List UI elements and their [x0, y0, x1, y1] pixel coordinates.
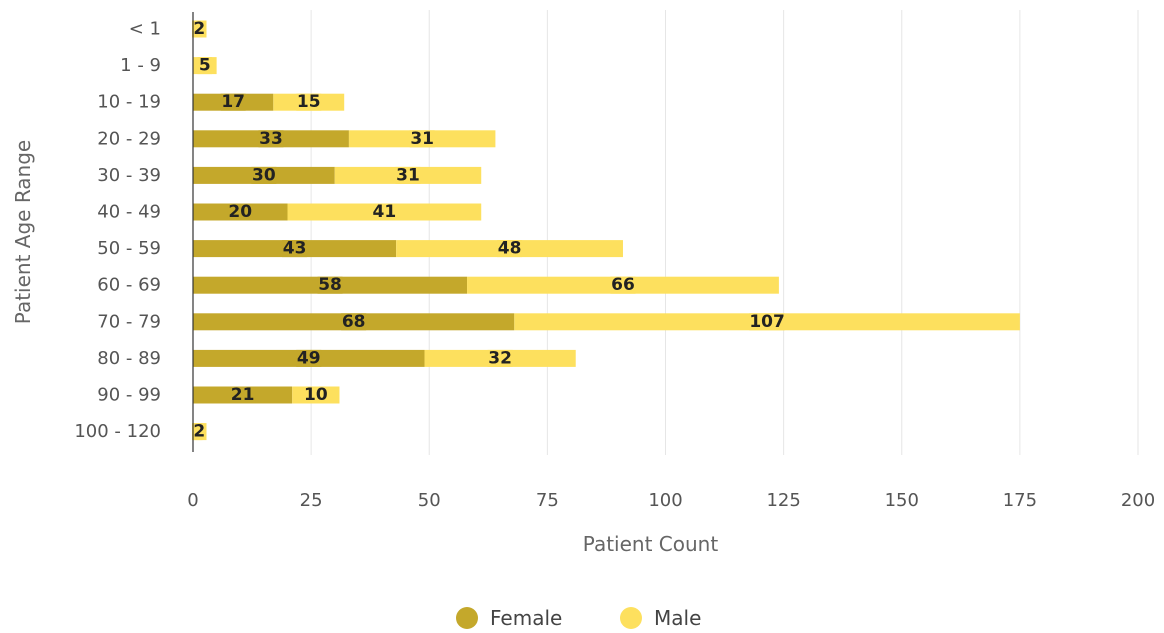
category-label: 40 - 49 [97, 202, 161, 223]
x-tick-label: 75 [536, 490, 559, 511]
data-label: 33 [259, 129, 283, 149]
data-label-bg [197, 57, 213, 75]
category-label: 30 - 39 [97, 165, 161, 186]
data-label: 68 [342, 312, 366, 332]
data-label-bg [395, 166, 421, 184]
data-label: 21 [231, 385, 255, 405]
category-label: 10 - 19 [97, 92, 161, 113]
data-label-bg [371, 203, 397, 221]
data-label: 41 [373, 202, 397, 222]
data-label: 2 [193, 422, 205, 442]
data-label-bg [497, 240, 523, 258]
bars: 2 5 17 15 33 31 30 31 20 41 43 48 58 66 68 107 49 32 21 10 2 [192, 19, 1020, 442]
x-tick-label: 150 [885, 490, 919, 511]
x-tick-label: 175 [1003, 490, 1037, 511]
legend: Female Male [456, 606, 701, 630]
data-label: 58 [318, 275, 342, 295]
category-label: 20 - 29 [97, 128, 161, 149]
data-label: 17 [221, 92, 245, 112]
category-label: < 1 [129, 19, 161, 40]
data-label: 2 [193, 19, 205, 39]
data-label: 49 [297, 348, 321, 368]
data-label: 107 [749, 312, 785, 332]
x-tick-label: 50 [418, 490, 441, 511]
data-label-bg [610, 276, 636, 294]
data-label-bg [230, 386, 256, 404]
data-label-bg [303, 386, 329, 404]
data-label-bg [282, 240, 308, 258]
category-label: 1 - 9 [120, 55, 161, 76]
x-tick-label: 0 [187, 490, 198, 511]
data-label: 10 [304, 385, 328, 405]
legend-marker-male [620, 607, 642, 629]
x-axis-title: Patient Count [583, 532, 719, 556]
data-label: 20 [228, 202, 252, 222]
category-label: 60 - 69 [97, 275, 161, 296]
data-label: 30 [252, 165, 276, 185]
data-label: 15 [297, 92, 321, 112]
data-label-bg [296, 349, 322, 367]
data-label: 5 [199, 56, 211, 76]
legend-label-female: Female [490, 606, 562, 630]
data-label-bg [749, 313, 785, 331]
data-label-bg [296, 93, 322, 111]
category-label: 100 - 120 [74, 421, 161, 442]
data-label-bg [341, 313, 367, 331]
legend-label-male: Male [654, 606, 701, 630]
data-label: 43 [283, 239, 307, 259]
data-label-bg [192, 423, 207, 441]
x-tick-label: 200 [1121, 490, 1155, 511]
data-label: 66 [611, 275, 635, 295]
category-label: 90 - 99 [97, 385, 161, 406]
data-label: 31 [410, 129, 434, 149]
y-axis-title: Patient Age Range [11, 140, 35, 324]
x-tick-label: 100 [648, 490, 682, 511]
category-label: 70 - 79 [97, 311, 161, 332]
data-label-bg [192, 20, 207, 38]
category-label: 50 - 59 [97, 238, 161, 259]
data-label-bg [251, 166, 277, 184]
x-tick-label: 125 [766, 490, 800, 511]
category-label: 80 - 89 [97, 348, 161, 369]
data-label-bg [227, 203, 253, 221]
data-label-bg [487, 349, 513, 367]
category-labels: < 1 1 - 9 10 - 19 20 - 29 30 - 39 40 - 49 50 -… [74, 19, 161, 443]
data-label: 48 [498, 239, 522, 259]
data-label: 32 [488, 348, 512, 368]
x-tick-label: 25 [300, 490, 323, 511]
data-label-bg [258, 130, 284, 148]
legend-marker-female [456, 607, 478, 629]
data-label: 31 [396, 165, 420, 185]
data-label-bg [409, 130, 435, 148]
gridlines [310, 10, 1139, 455]
x-tick-labels: 0 25 50 75 100 125 150 175 200 [187, 490, 1155, 511]
data-label-bg [220, 93, 246, 111]
data-label-bg [317, 276, 343, 294]
